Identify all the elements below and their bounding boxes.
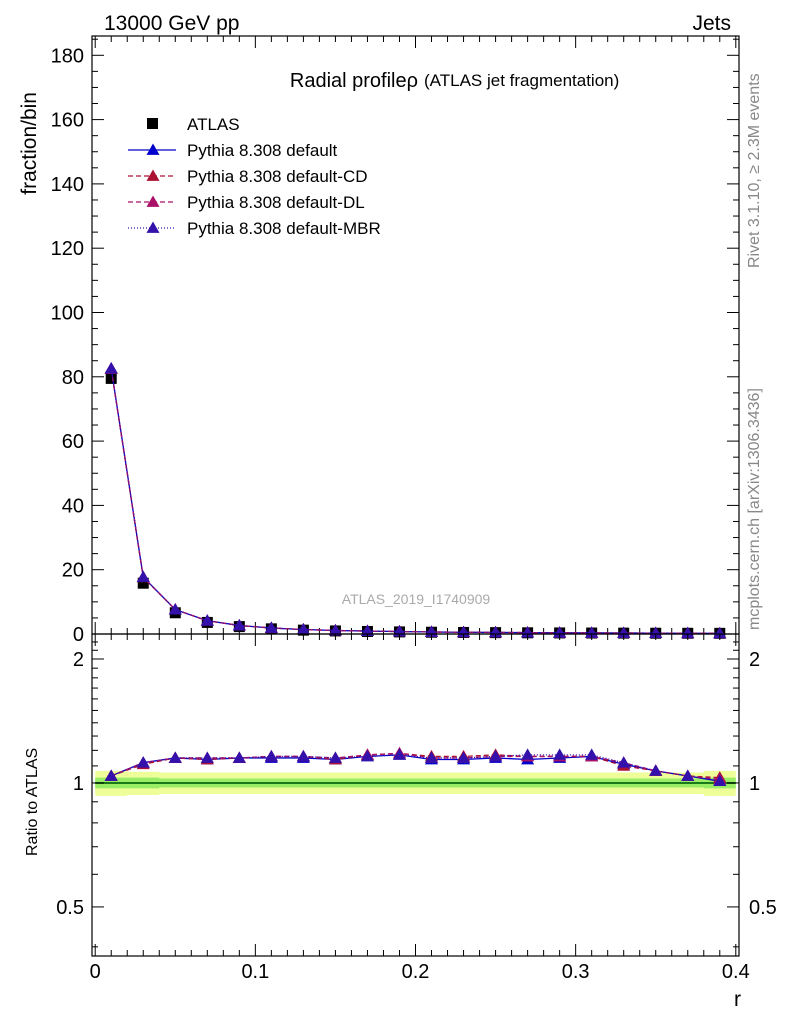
ratio-series-point — [457, 751, 471, 763]
x-axis-label: r — [734, 988, 741, 1011]
series-point — [649, 626, 663, 639]
ratio-series-point — [521, 748, 535, 760]
ratio-y-tick-label-right: 1 — [749, 773, 760, 795]
ratio-series-point — [713, 774, 727, 787]
main-title-sub: (ATLAS jet fragmentation) — [424, 71, 619, 90]
legend-label: Pythia 8.308 default — [187, 141, 338, 160]
y-tick-label: 80 — [62, 367, 84, 389]
x-tick-label: 0.4 — [722, 961, 750, 983]
series-point — [713, 626, 727, 639]
legend-label: Pythia 8.308 default-MBR — [187, 219, 381, 238]
x-tick-label: 0.2 — [402, 961, 430, 983]
y-tick-label: 100 — [51, 302, 84, 324]
category-label: Jets — [692, 12, 731, 35]
ratio-series-point — [232, 751, 246, 763]
ratio-uncertainty-band — [95, 770, 736, 796]
ratio-series-point — [585, 748, 599, 760]
x-tick-label: 0 — [90, 961, 101, 983]
ratio-series-point — [328, 751, 342, 763]
ratio-x-axis: 0 0.1 0.2 0.3 0.4 — [90, 634, 750, 983]
legend-label: Pythia 8.308 default-DL — [187, 193, 365, 212]
legend-label: ATLAS — [187, 115, 240, 134]
series-point — [617, 626, 631, 638]
series-point — [200, 614, 214, 626]
ratio-series-point — [392, 748, 406, 760]
legend-marker-triangle — [146, 195, 160, 207]
series-point — [521, 626, 535, 638]
data-point-atlas — [105, 372, 117, 384]
ratio-y-tick-label-right: 0.5 — [749, 897, 777, 919]
y-tick-label: 20 — [62, 560, 84, 582]
legend-marker-square — [147, 118, 158, 129]
legend-label: Pythia 8.308 default-CD — [187, 167, 368, 186]
legend-marker-triangle — [146, 143, 160, 155]
x-tick-label: 0.3 — [562, 961, 590, 983]
ratio-series-point — [136, 756, 150, 768]
ratio-series-line — [110, 752, 720, 779]
legend: ATLAS Pythia 8.308 default Pythia 8.308 de… — [128, 115, 381, 238]
series-point — [360, 624, 374, 636]
ratio-y-tick-label-right: 2 — [749, 649, 760, 671]
legend-marker-triangle — [146, 221, 160, 233]
series-point — [328, 623, 342, 636]
ratio-panel: 0.5 0.51 12 2 0 0.1 0.2 0.3 0.4 Ratio to ATLAS … — [24, 633, 777, 1011]
ratio-series-point — [649, 764, 663, 776]
y-tick-label: 0 — [73, 624, 84, 646]
x-tick-label: 0.1 — [241, 961, 269, 983]
series-point — [232, 618, 246, 631]
y-tick-label: 160 — [51, 110, 84, 132]
series-point — [296, 623, 310, 635]
ratio-series-point — [681, 769, 695, 781]
y-tick-label: 180 — [51, 45, 84, 67]
series-point — [681, 626, 695, 639]
legend-marker-triangle — [146, 169, 160, 181]
main-title: Radial profileρ — [290, 70, 418, 92]
data-point-atlas — [137, 577, 149, 589]
ratio-series-line — [110, 752, 720, 781]
ratio-y-tick-label: 1 — [73, 773, 84, 795]
ratio-y-axis: 0.5 0.5 1 1 2 2 — [56, 641, 777, 948]
main-y-axis: 0 20 40 60 80 100 120 140 160 180 — [51, 38, 739, 646]
source-label: mcplots.cern.ch [arXiv:1306.3436] — [746, 388, 763, 630]
series-point — [136, 570, 150, 582]
ratio-y-tick-label: 0.5 — [56, 897, 84, 919]
ratio-y-axis-label: Ratio to ATLAS — [24, 748, 41, 856]
rivet-label: Rivet 3.1.10, ≥ 2.3M events — [746, 73, 763, 268]
y-tick-label: 140 — [51, 174, 84, 196]
series-point — [264, 621, 278, 633]
series-line — [110, 368, 720, 635]
y-tick-label: 60 — [62, 431, 84, 453]
ratio-series-point — [296, 749, 310, 762]
ratio-y-tick-label: 2 — [73, 649, 84, 671]
ratio-series-point — [360, 749, 374, 762]
ratio-series — [104, 746, 727, 787]
main-panel: 0 20 40 60 80 100 120 140 160 180 Radial profileρ… — [18, 35, 740, 646]
y-tick-label: 40 — [62, 495, 84, 517]
ratio-series-point — [553, 748, 567, 760]
series-point — [553, 626, 567, 638]
ratio-series-point — [425, 751, 439, 763]
ratio-series-point — [168, 751, 182, 763]
ratio-frame — [91, 633, 740, 957]
ratio-series-point — [489, 749, 503, 762]
y-tick-label: 120 — [51, 238, 84, 260]
main-y-axis-label: fraction/bin — [18, 92, 41, 195]
ratio-series-point — [200, 751, 214, 763]
series-point — [104, 362, 118, 374]
ratio-series-point — [264, 749, 278, 762]
analysis-watermark: ATLAS_2019_I1740909 — [342, 591, 491, 607]
energy-label: 13000 GeV pp — [104, 12, 239, 35]
ratio-series-point — [617, 756, 631, 768]
series-point — [168, 603, 182, 615]
series-point — [585, 626, 599, 638]
ratio-series-point — [104, 769, 118, 781]
